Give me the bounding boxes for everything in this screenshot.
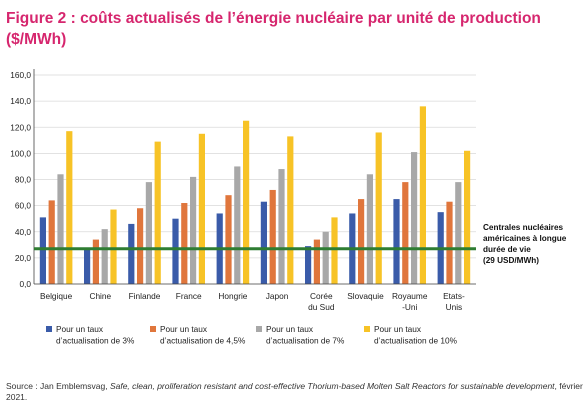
bar <box>154 141 161 284</box>
bar <box>145 182 152 284</box>
legend-label: Pour un taux <box>374 324 422 334</box>
bar <box>464 150 471 284</box>
bar <box>92 239 99 284</box>
bar <box>190 176 197 284</box>
chart-title: Figure 2 : coûts actualisés de l’énergie… <box>6 8 581 50</box>
legend-label: Pour un taux <box>56 324 104 334</box>
legend-label: Pour un taux <box>160 324 208 334</box>
reference-line-annotation: Centrales nucléaires américaines à longu… <box>483 222 585 266</box>
y-tick-label: 80,0 <box>15 175 32 185</box>
legend: Pour un taux d’actualisation de 3% Pour un… <box>46 324 458 346</box>
reference-note-line: américaines à longue <box>483 234 567 243</box>
bar <box>411 152 418 284</box>
bar <box>455 182 462 284</box>
bar <box>225 195 232 284</box>
x-tick-label: Unis <box>446 302 463 312</box>
legend-swatch <box>150 326 156 332</box>
x-tick-label: Finlande <box>129 291 161 301</box>
bar <box>358 199 365 284</box>
x-tick-label: Slovaquie <box>347 291 384 301</box>
bar <box>269 189 276 284</box>
bar <box>446 201 453 284</box>
chart-title-line-1: Figure 2 : coûts actualisés de l’énergie… <box>6 10 541 27</box>
bar <box>366 174 373 284</box>
x-tick-label: Japon <box>266 291 289 301</box>
legend-label: d’actualisation de 4,5% <box>160 336 246 346</box>
bar <box>110 209 117 284</box>
bar <box>39 217 46 284</box>
bar <box>287 136 294 284</box>
legend-swatch <box>46 326 52 332</box>
legend-swatch <box>256 326 262 332</box>
bar <box>172 218 179 284</box>
source-title: Safe, clean, proliferation resistant and… <box>109 381 555 391</box>
grid-lines <box>34 74 476 285</box>
bar <box>128 223 135 284</box>
x-tick-label: Etats- <box>443 291 465 301</box>
bar <box>198 133 205 284</box>
reference-note-line: durée de vie <box>483 245 531 254</box>
chart-title-line-2: ($/MWh) <box>6 31 67 48</box>
y-tick-label: 60,0 <box>15 201 32 211</box>
bar <box>84 248 91 284</box>
reference-note-line: Centrales nucléaires <box>483 223 564 232</box>
x-tick-label: du Sud <box>308 302 335 312</box>
legend-label: Pour un taux <box>266 324 314 334</box>
bars <box>39 106 471 284</box>
bar <box>234 166 241 284</box>
bar <box>278 169 285 284</box>
bar <box>48 200 55 284</box>
legend-label: d’actualisation de 10% <box>374 336 458 346</box>
source-suffix: , février 2021. <box>6 381 583 402</box>
x-axis: Belgique Chine Finlande France Hongrie Japon C… <box>34 283 476 312</box>
bar <box>305 246 312 284</box>
legend-label: d’actualisation de 3% <box>56 336 135 346</box>
y-tick-label: 40,0 <box>15 227 32 237</box>
y-tick-label: 120,0 <box>10 122 31 132</box>
bar <box>243 120 250 284</box>
y-tick-label: 100,0 <box>10 148 31 158</box>
legend-label: d’actualisation de 7% <box>266 336 345 346</box>
x-tick-label: France <box>176 291 202 301</box>
bar <box>402 182 409 284</box>
x-tick-label: Royaume <box>392 291 428 301</box>
x-tick-label: Corée <box>310 291 333 301</box>
y-tick-label: 140,0 <box>10 96 31 106</box>
x-tick-label: Belgique <box>40 291 73 301</box>
bar <box>181 203 188 284</box>
x-tick-label: Chine <box>89 291 111 301</box>
bar <box>331 217 338 284</box>
y-tick-label: 20,0 <box>15 253 32 263</box>
x-tick-label: Hongrie <box>218 291 247 301</box>
bar <box>57 174 64 284</box>
bar <box>322 231 329 284</box>
legend-swatch <box>364 326 370 332</box>
y-axis: 0,0 20,0 40,0 60,0 80,0 100,0 120,0 140,0 160,0 <box>10 69 35 289</box>
bar <box>101 229 108 284</box>
bar <box>393 199 400 284</box>
x-tick-label: -Uni <box>402 302 417 312</box>
source-note: Source : Jan Emblemsvag, Safe, clean, pr… <box>6 381 584 403</box>
bar-chart: 0,020,040,060,080,0100,0120,0140,0160,0 … <box>10 69 476 346</box>
bar <box>419 106 426 284</box>
source-prefix: Source : Jan Emblemsvag, <box>6 381 110 391</box>
y-tick-label: 0,0 <box>19 279 31 289</box>
bar <box>137 208 144 284</box>
bar <box>260 201 267 284</box>
bar <box>313 239 320 284</box>
reference-note-line: (29 USD/MWh) <box>483 256 539 265</box>
bar <box>66 131 73 284</box>
y-tick-label: 160,0 <box>10 70 31 80</box>
bar <box>375 132 382 284</box>
